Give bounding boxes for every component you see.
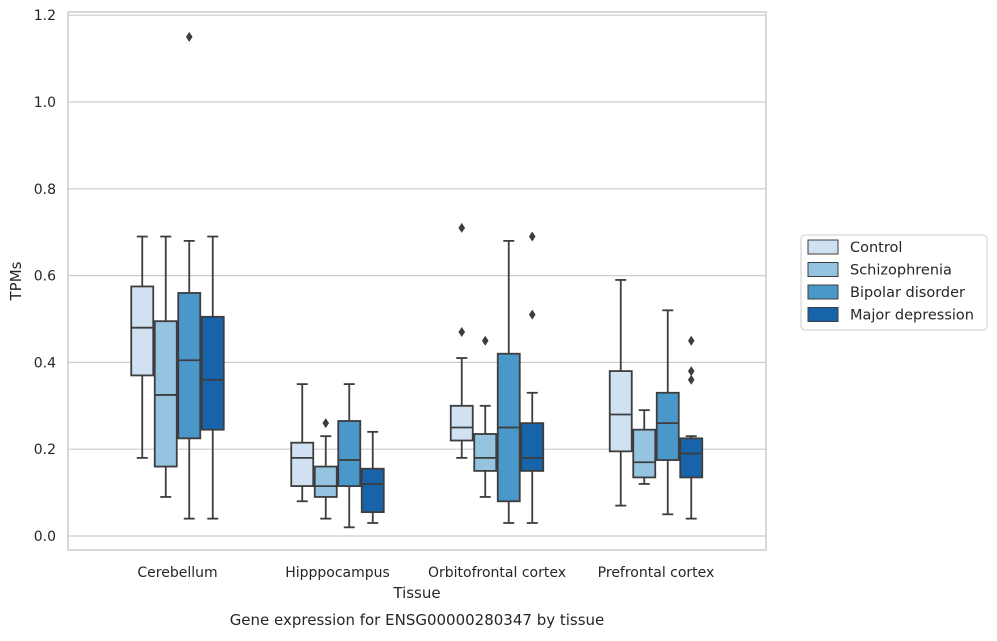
legend: Control Schizophrenia Bipolar disorder Majo…	[800, 234, 988, 331]
box-body	[153, 320, 178, 468]
box-body	[473, 433, 498, 472]
x-tick-labels: Cerebellum Hipppocampus Orbitofrontal cort…	[137, 565, 714, 581]
y-tick-label: 1.2	[34, 8, 56, 24]
x-tick-label: Cerebellum	[137, 565, 217, 581]
outlier-point	[458, 327, 466, 338]
box-3-2	[655, 309, 680, 516]
plot-background	[68, 12, 766, 550]
box-0-3	[200, 235, 225, 520]
plot-frame	[67, 11, 767, 551]
outlier-point	[322, 418, 330, 429]
box-body	[608, 370, 633, 453]
box-1-0	[290, 383, 315, 503]
outlier-point	[185, 31, 193, 42]
outlier-point	[528, 231, 536, 242]
box-groups	[130, 31, 704, 529]
legend-label: Major depression	[850, 308, 974, 324]
outlier-point	[687, 366, 695, 377]
y-tick-label: 0.0	[34, 529, 56, 545]
box-1-2	[337, 383, 362, 529]
y-tick-labels: 0.0 0.2 0.4 0.6 0.8 1.0 1.2	[34, 8, 56, 545]
box-body	[290, 441, 315, 487]
box-body	[200, 315, 225, 431]
box-2-1	[473, 335, 498, 498]
box-body	[360, 467, 385, 514]
box-body	[313, 465, 338, 498]
box-body	[337, 420, 362, 487]
y-tick-label: 0.6	[34, 269, 56, 285]
legend-frame	[800, 234, 988, 331]
y-tick-label: 0.8	[34, 182, 56, 198]
box-body	[177, 292, 202, 440]
legend-swatch	[807, 284, 839, 300]
box-body	[632, 428, 657, 479]
box-2-3	[520, 231, 545, 524]
box-body	[679, 437, 704, 479]
legend-label: Control	[850, 240, 902, 256]
box-body	[520, 422, 545, 472]
legend-swatch	[807, 239, 839, 255]
box-body	[130, 285, 155, 377]
y-tick-label: 1.0	[34, 95, 56, 111]
box-3-0	[608, 279, 633, 507]
outlier-point	[528, 309, 536, 320]
outlier-point	[687, 335, 695, 346]
box-3-3	[679, 335, 704, 520]
legend-swatch	[807, 307, 839, 322]
box-1-3	[360, 430, 385, 524]
legend-swatch	[807, 262, 839, 277]
y-tick-label: 0.4	[34, 355, 56, 371]
legend-label: Bipolar disorder	[850, 285, 965, 301]
outlier-point	[687, 374, 695, 385]
legend-label: Schizophrenia	[850, 263, 952, 279]
x-axis-label: Tissue	[392, 584, 440, 602]
y-axis-label: TPMs	[7, 261, 25, 301]
outlier-point	[458, 222, 466, 233]
box-2-2	[496, 239, 521, 524]
box-0-1	[153, 235, 178, 498]
x-tick-label: Orbitofrontal cortex	[428, 565, 566, 581]
x-tick-label: Prefrontal cortex	[598, 565, 715, 581]
figure-caption: Gene expression for ENSG00000280347 by t…	[230, 611, 605, 629]
box-body	[655, 391, 680, 461]
outlier-point	[481, 335, 489, 346]
box-1-1	[313, 418, 338, 520]
box-body	[449, 404, 474, 442]
x-tick-label: Hipppocampus	[285, 565, 390, 581]
y-tick-label: 0.2	[34, 442, 56, 458]
box-2-0	[449, 222, 474, 459]
box-3-1	[632, 409, 657, 485]
box-0-0	[130, 235, 155, 459]
box-0-2	[177, 31, 202, 520]
